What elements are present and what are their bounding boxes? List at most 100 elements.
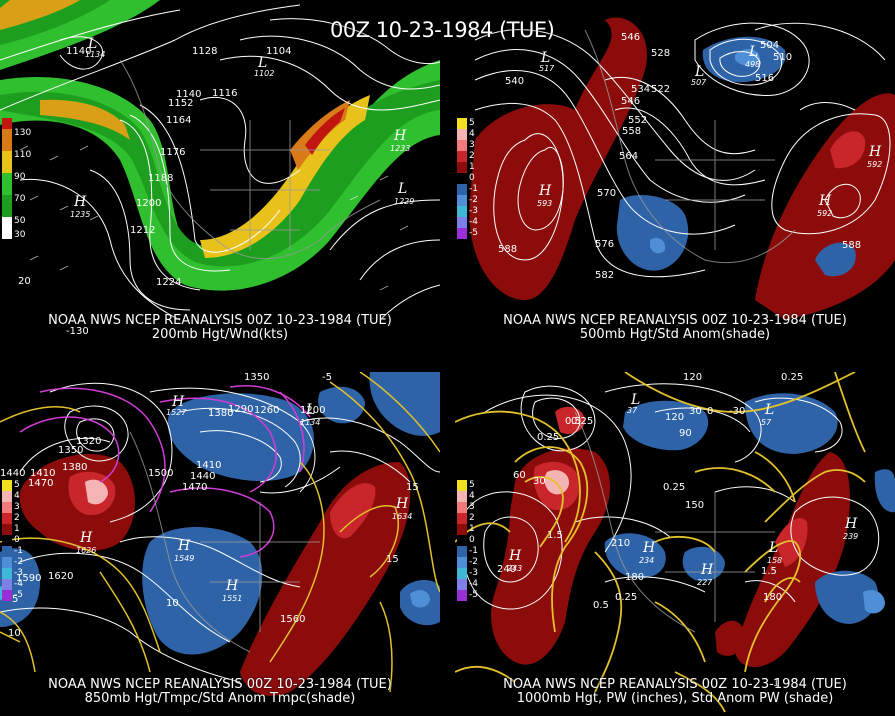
contour-label: 120	[665, 412, 685, 423]
legend-label: -3	[469, 206, 478, 216]
low-center: L	[749, 44, 759, 60]
contour-label: 1620	[48, 571, 74, 582]
legend-label: 2	[14, 513, 20, 523]
high-center: H	[172, 394, 185, 410]
contour-label: 0.25	[537, 432, 560, 443]
contour-label: 1224	[156, 277, 182, 288]
center-value: 498	[745, 60, 761, 69]
legend-label: 4	[469, 491, 475, 501]
caption-500mb: NOAA NWS NCEP REANALYSIS 00Z 10-23-1984 …	[455, 314, 895, 342]
contour-label: 0.25	[781, 372, 804, 383]
legend-label: -1	[469, 184, 478, 194]
high-center: H	[226, 578, 239, 594]
center-value: 1634	[392, 512, 413, 521]
contour-label: 588	[498, 244, 518, 255]
center-value: 593	[537, 199, 553, 208]
low-center: L	[695, 64, 705, 80]
contour-label: 1470	[28, 478, 54, 489]
legend-label: -5	[469, 590, 478, 600]
contour-label: 1200	[136, 198, 162, 209]
contour-label: 1200	[300, 405, 326, 416]
contour-label: 1290	[228, 404, 254, 415]
legend-label: 0	[469, 173, 475, 183]
legend-temp-anom: 5 4 3 2 1 0 -1 -2 -3 -4 -5	[2, 480, 23, 601]
center-value: 1527	[166, 408, 187, 417]
contour-label: 510	[773, 52, 793, 63]
legend-label: 30	[14, 230, 26, 240]
contour-label: 528	[651, 48, 671, 59]
center-value: 592	[867, 160, 883, 169]
contour-label: 582	[595, 270, 615, 281]
legend-label: 130	[14, 128, 32, 138]
center-value: 1233	[390, 144, 411, 153]
contour-label: 0.25	[615, 592, 638, 603]
legend-label: -5	[469, 228, 478, 238]
legend-label: 3	[14, 502, 20, 512]
legend-label: 70	[14, 194, 26, 204]
high-center: H	[845, 516, 858, 532]
contour-label: 1.5	[547, 530, 563, 541]
caption-line2: 500mb Hgt/Std Anom(shade)	[579, 327, 771, 342]
contour-label: 1212	[130, 225, 156, 236]
center-value: 1134	[300, 418, 321, 427]
contour-label: 15	[406, 482, 419, 493]
map-200mb	[0, 0, 440, 344]
low-center: L	[769, 540, 779, 556]
contour-label: 10	[166, 598, 179, 609]
contour-label: 1176	[160, 147, 186, 158]
high-center: H	[701, 562, 714, 578]
center-value: 227	[697, 578, 713, 587]
legend-wind: 130 110 90 70 50 30	[2, 118, 31, 240]
contour-label: 0.25	[571, 416, 594, 427]
center-value: 1549	[174, 554, 195, 563]
panel-500mb: 5 4 3 2 1 0 -1 -2 -3 -4 -5 546 528 540 5…	[455, 0, 895, 344]
contour-label: 588	[842, 240, 862, 251]
contour-label: 1320	[76, 436, 102, 447]
contour-label: 1260	[254, 405, 280, 416]
legend-label: 1	[14, 524, 20, 534]
contour-label: 570	[597, 188, 617, 199]
contour-label: 90	[679, 428, 692, 439]
high-center: H	[74, 194, 87, 210]
contour-label: 1440	[190, 471, 216, 482]
caption-line2: 1000mb Hgt, PW (inches), Std Anom PW (sh…	[516, 691, 834, 706]
caption-line1: NOAA NWS NCEP REANALYSIS 00Z 10-23-1984 …	[503, 677, 847, 692]
contour-label: 1140	[176, 89, 202, 100]
caption-200mb: NOAA NWS NCEP REANALYSIS 00Z 10-23-1984 …	[0, 314, 440, 342]
contour-label: 1350	[58, 445, 84, 456]
contour-label: 546	[621, 32, 641, 43]
center-value: 1134	[85, 50, 106, 59]
legend-label: -3	[14, 568, 23, 578]
low-center: L	[541, 50, 551, 66]
panel-1000mb: 5 4 3 2 1 0 -1 -2 -3 -4 -5 120 60 120 90…	[455, 372, 895, 716]
contour-label: 240	[497, 564, 517, 575]
contour-label: 1410	[196, 460, 222, 471]
caption-line2: 850mb Hgt/Tmpc/Std Anom Tmpc(shade)	[84, 691, 356, 706]
center-value: 592	[817, 209, 833, 218]
low-center: L	[398, 181, 408, 197]
legend-label: 0	[14, 535, 20, 545]
center-value: 37	[627, 406, 638, 415]
contour-label: 10	[8, 628, 21, 639]
contour-label: 0	[707, 406, 714, 417]
contour-label: 5	[12, 594, 19, 605]
caption-line1: NOAA NWS NCEP REANALYSIS 00Z 10-23-1984 …	[503, 313, 847, 328]
main-title: 00Z 10-23-1984 (TUE)	[330, 18, 555, 42]
contour-label: 30	[689, 406, 702, 417]
center-value: 1626	[76, 546, 97, 555]
contour-label: 210	[611, 538, 631, 549]
contour-label: 0.25	[663, 482, 686, 493]
legend-label: 2	[469, 151, 475, 161]
contour-label: 558	[622, 126, 642, 137]
contour-label: 1164	[166, 115, 192, 126]
contour-label: 1140	[66, 46, 92, 57]
legend-label: -2	[469, 557, 478, 567]
center-value: 1551	[222, 594, 243, 603]
legend-label: -5	[14, 590, 23, 600]
contour-label: 1350	[244, 372, 270, 383]
map-500mb	[455, 0, 895, 344]
high-center: H	[394, 128, 407, 144]
legend-label: 4	[469, 129, 475, 139]
legend-label: -1	[14, 546, 23, 556]
legend-label: 50	[14, 216, 26, 226]
